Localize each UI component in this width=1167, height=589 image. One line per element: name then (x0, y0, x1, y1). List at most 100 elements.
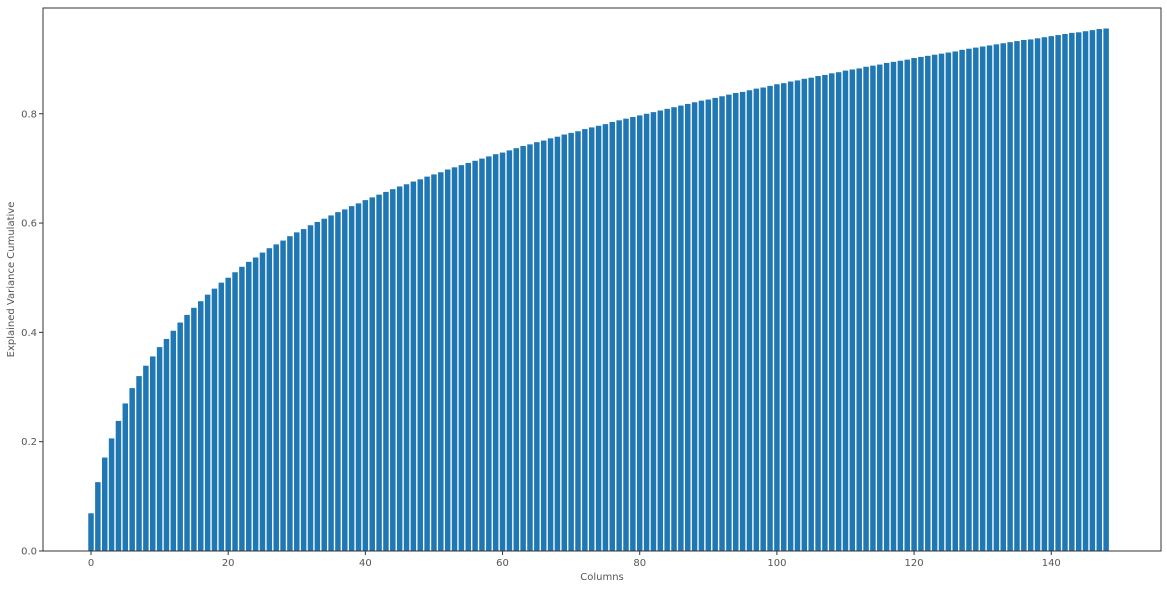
bar (534, 142, 540, 552)
bar (129, 388, 135, 551)
y-axis-ticks: 0.0 0.2 0.4 0.6 0.8 (21, 109, 43, 558)
bar (698, 100, 705, 552)
bar (877, 64, 883, 552)
bar (808, 77, 814, 551)
bar (602, 124, 609, 551)
bar (739, 91, 746, 552)
bar (225, 277, 231, 551)
bar (911, 58, 917, 552)
bar (979, 46, 986, 552)
bar (170, 330, 177, 551)
bar (390, 189, 396, 551)
bar (636, 115, 643, 551)
bar (643, 113, 650, 551)
bar (973, 47, 979, 551)
bar (218, 282, 225, 551)
bar (122, 403, 129, 551)
bars-group (88, 28, 1109, 552)
bar (678, 105, 684, 552)
bar (726, 94, 732, 551)
plot-frame (42, 7, 1162, 552)
bar (513, 148, 520, 551)
x-tick-label: 140 (1042, 558, 1061, 569)
bar (925, 55, 931, 551)
x-tick-label: 80 (633, 558, 646, 569)
bar (355, 203, 362, 551)
bar (479, 158, 485, 551)
bar (136, 376, 142, 551)
bar (1103, 28, 1109, 551)
bar (842, 70, 849, 552)
x-tick-label: 0 (88, 558, 94, 569)
bar (1055, 35, 1061, 552)
bar (1069, 32, 1075, 551)
x-tick-label: 120 (905, 558, 924, 569)
bar (952, 51, 958, 552)
bar (417, 179, 423, 551)
bar (1014, 41, 1020, 551)
bar (335, 212, 341, 551)
bar (177, 322, 183, 551)
bar (835, 72, 842, 551)
bar (424, 176, 430, 551)
bar (705, 99, 712, 552)
y-tick-label: 0.4 (21, 328, 37, 339)
bar (1089, 30, 1096, 552)
bar (931, 54, 938, 551)
bar (95, 482, 101, 551)
bar (986, 45, 993, 552)
bar (348, 206, 355, 552)
bar (733, 92, 739, 552)
bar (1048, 36, 1055, 551)
bar (211, 288, 218, 551)
bar (1000, 43, 1006, 551)
bar (527, 144, 533, 551)
x-tick-label: 60 (496, 558, 509, 569)
bar (822, 74, 828, 551)
x-tick-label: 100 (767, 558, 786, 569)
bar (691, 102, 698, 551)
bar (342, 209, 348, 551)
bar (115, 420, 122, 551)
bar (753, 88, 760, 551)
bar (300, 229, 307, 552)
bar (746, 90, 753, 551)
bar (383, 191, 389, 551)
bar (163, 338, 170, 551)
bar (273, 244, 279, 551)
bar (616, 120, 622, 551)
bar (595, 125, 602, 552)
bar (781, 83, 787, 552)
bar (684, 103, 691, 551)
bar (410, 181, 417, 551)
bar (561, 134, 568, 552)
bar (1034, 38, 1041, 551)
bar (568, 132, 574, 551)
bar (376, 194, 382, 551)
bar (444, 169, 451, 551)
bar (959, 49, 965, 551)
bar (650, 112, 657, 551)
bar (259, 252, 266, 552)
bar (904, 59, 910, 551)
bar (815, 76, 821, 551)
bar (883, 62, 890, 552)
bar (801, 78, 808, 551)
bar (239, 266, 245, 551)
bar (1027, 39, 1034, 552)
bar (88, 513, 94, 551)
bar (252, 257, 259, 551)
x-tick-label: 40 (359, 558, 372, 569)
bar (362, 200, 369, 552)
bar (774, 84, 780, 552)
bar (1082, 31, 1089, 551)
bar (547, 138, 554, 552)
bar (486, 156, 492, 551)
bar (321, 218, 327, 551)
bar (767, 85, 773, 552)
bar (149, 356, 156, 551)
bar (266, 248, 273, 551)
y-axis-label: Explained Variance Cumulative (6, 202, 17, 358)
bar (156, 347, 163, 551)
